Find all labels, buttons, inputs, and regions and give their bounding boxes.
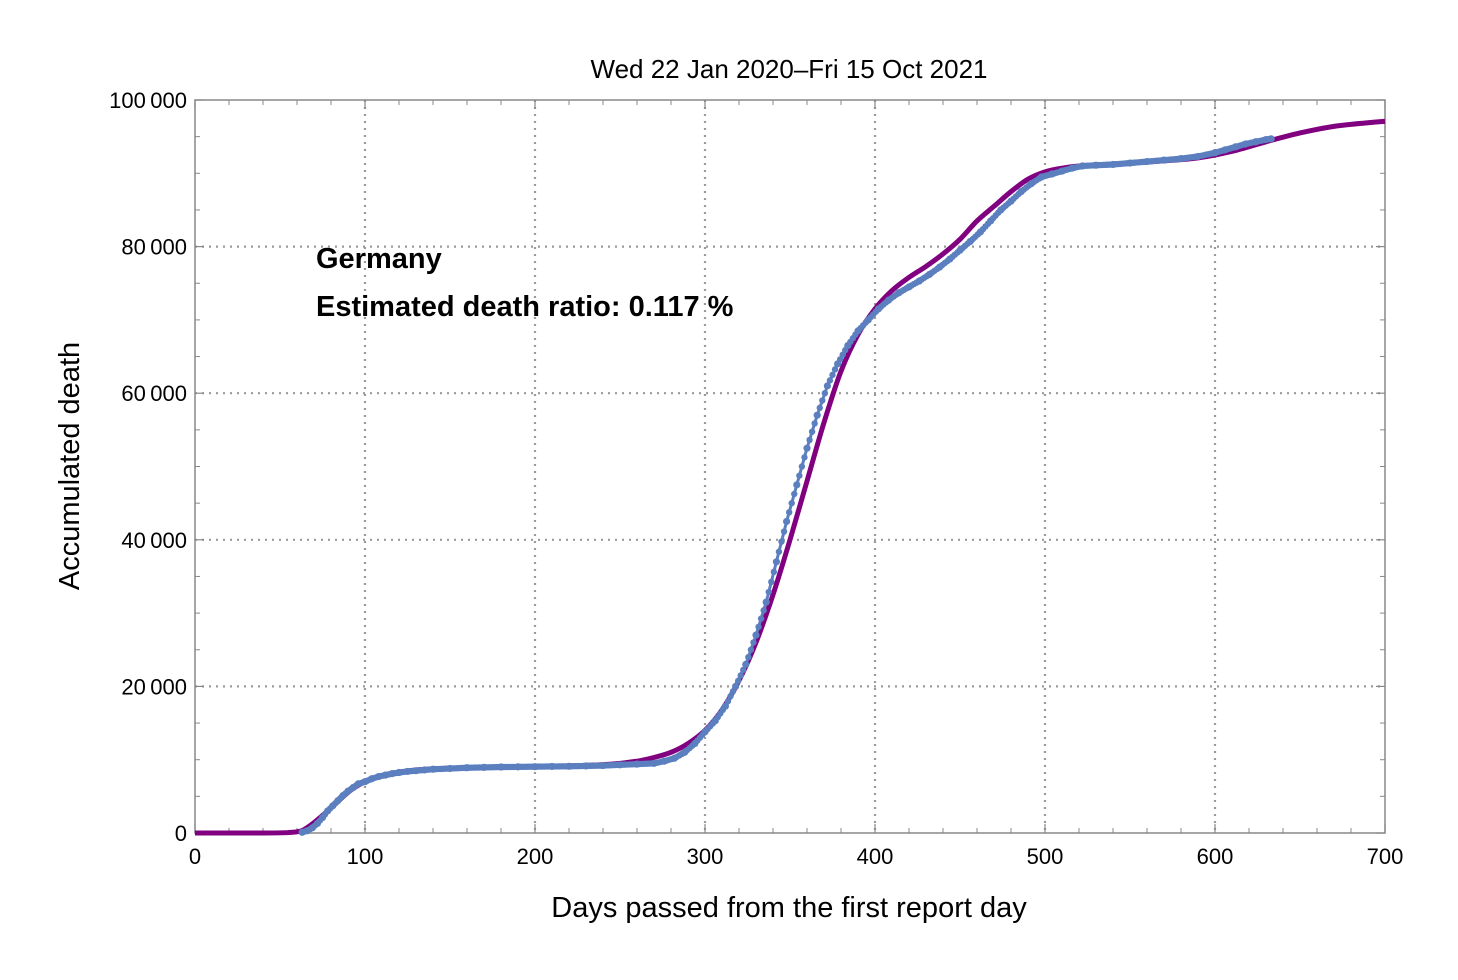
data-point — [745, 653, 752, 661]
data-point — [801, 454, 808, 461]
data-point — [772, 558, 781, 566]
data-point — [757, 615, 765, 622]
chart-title: Wed 22 Jan 2020–Fri 15 Oct 2021 — [591, 54, 988, 84]
x-tick-label: 200 — [517, 844, 554, 869]
data-point — [770, 568, 778, 576]
data-point — [762, 598, 770, 606]
reported-data-series — [298, 135, 1275, 836]
x-tick-label: 100 — [347, 844, 384, 869]
data-point — [806, 436, 813, 444]
data-point — [755, 623, 762, 631]
x-tick-label: 700 — [1367, 844, 1404, 869]
data-point — [831, 366, 839, 373]
data-point — [783, 517, 791, 526]
data-point — [765, 588, 772, 596]
data-point — [788, 499, 795, 507]
fitted-curve-line — [194, 118, 1386, 836]
data-point — [742, 660, 750, 669]
data-point — [826, 377, 834, 384]
data-point — [803, 444, 811, 452]
y-tick-label: 60 000 — [121, 381, 187, 406]
data-point — [737, 672, 744, 679]
x-tick-label: 300 — [687, 844, 724, 869]
data-point — [829, 371, 836, 379]
data-point — [785, 509, 793, 516]
y-tick-label: 40 000 — [121, 528, 187, 553]
data-point — [727, 693, 734, 700]
data-point — [780, 528, 788, 535]
data-point — [793, 481, 801, 489]
data-point — [775, 548, 783, 555]
data-point — [768, 578, 775, 586]
data-point — [811, 420, 818, 427]
x-tick-label: 600 — [1197, 844, 1234, 869]
data-point — [740, 666, 747, 674]
y-axis-label: Accumulated death — [54, 342, 86, 590]
y-tick-label: 80 000 — [121, 235, 187, 260]
x-tick-label: 500 — [1027, 844, 1064, 869]
data-point — [816, 404, 823, 412]
data-point — [721, 702, 730, 710]
x-tick-label: 0 — [189, 844, 201, 869]
data-point — [752, 631, 760, 639]
series-layer — [194, 118, 1386, 836]
grid-lines — [195, 100, 1385, 833]
x-tick-label: 400 — [857, 844, 894, 869]
annotation-country: Germany — [316, 243, 442, 275]
data-point — [760, 607, 767, 614]
data-point — [819, 397, 826, 404]
plot-frame — [194, 99, 1386, 834]
minor-ticks — [194, 99, 1386, 834]
data-point — [732, 682, 740, 691]
data-point — [798, 463, 806, 470]
data-point — [734, 677, 742, 685]
reported-data-line — [301, 137, 1272, 834]
data-point — [778, 538, 785, 545]
data-point — [791, 490, 798, 498]
data-point — [823, 382, 832, 390]
data-point — [821, 390, 829, 397]
data-point — [813, 411, 821, 419]
data-point — [724, 698, 732, 705]
y-tick-label: 20 000 — [121, 674, 187, 699]
data-point — [796, 472, 803, 479]
data-point — [808, 428, 816, 435]
data-point — [747, 646, 755, 653]
y-tick-label: 0 — [175, 821, 187, 846]
y-tick-label: 100 000 — [109, 88, 187, 113]
data-point — [750, 639, 757, 646]
x-axis-label: Days passed from the first report day — [551, 892, 1027, 924]
tick-labels: 0 100 200 300 400 500 600 700 0 20 000 40 000 60 00… — [109, 88, 1403, 869]
data-point — [1267, 135, 1275, 143]
annotation-death-ratio: Estimated death ratio: 0.117 % — [316, 291, 734, 323]
